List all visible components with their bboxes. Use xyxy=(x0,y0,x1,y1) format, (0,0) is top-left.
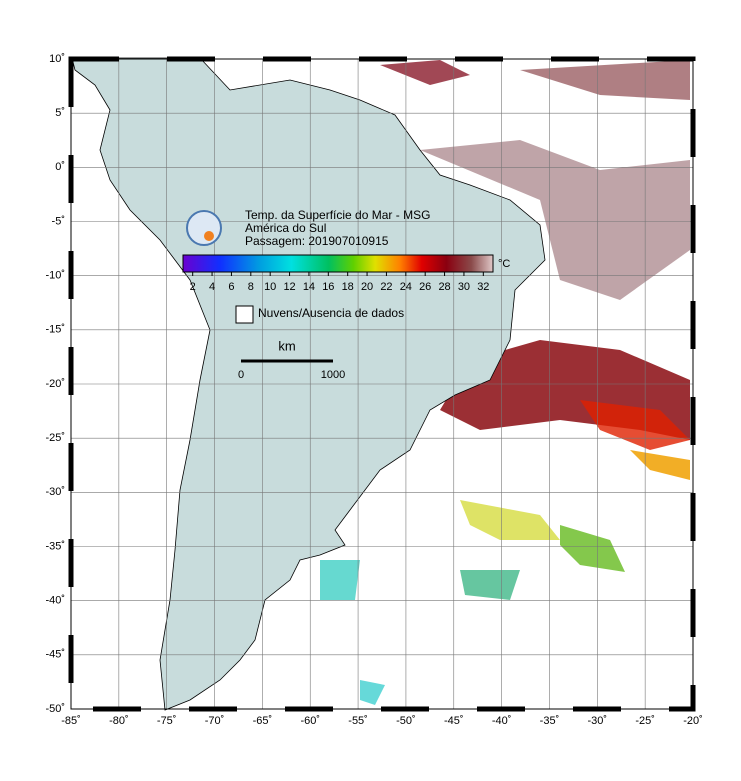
y-tick-label: 5˚ xyxy=(55,107,65,119)
x-tick-label: -45˚ xyxy=(444,715,464,727)
colorbar-tick-label: 4 xyxy=(209,281,215,293)
colorbar-unit: °C xyxy=(498,258,510,270)
y-tick-label: -40˚ xyxy=(45,595,65,607)
region: América do Sul xyxy=(245,221,326,235)
colorbar-tick-label: 8 xyxy=(248,281,254,293)
scale-unit: km xyxy=(278,338,295,353)
x-tick-label: -75˚ xyxy=(157,715,177,727)
x-tick-label: -80˚ xyxy=(109,715,129,727)
pass-time: Passagem: 201907010915 xyxy=(245,234,389,248)
y-tick-label: -15˚ xyxy=(45,324,65,336)
y-tick-label: 10˚ xyxy=(49,53,65,65)
title: Temp. da Superfície do Mar - MSG xyxy=(245,208,430,222)
scale-label: 0 xyxy=(238,369,244,381)
inpe-logo xyxy=(186,210,222,246)
y-tick-label: -25˚ xyxy=(45,432,65,444)
colorbar-tick-label: 12 xyxy=(283,281,295,293)
colorbar-tick-label: 14 xyxy=(303,281,315,293)
y-tick-label: -30˚ xyxy=(45,486,65,498)
colorbar-tick-label: 20 xyxy=(361,281,373,293)
y-tick-label: -10˚ xyxy=(45,270,65,282)
x-tick-label: -40˚ xyxy=(492,715,512,727)
frame-ticks xyxy=(68,56,696,712)
x-tick-label: -50˚ xyxy=(396,715,416,727)
x-tick-label: -25˚ xyxy=(635,715,655,727)
colorbar-tick-label: 24 xyxy=(400,281,412,293)
sst-patches xyxy=(320,60,690,705)
colorbar-tick-label: 18 xyxy=(342,281,354,293)
colorbar-tick-label: 10 xyxy=(264,281,276,293)
colorbar-tick-label: 32 xyxy=(477,281,489,293)
logo-dot xyxy=(204,231,214,241)
colorbar-tick-label: 28 xyxy=(438,281,450,293)
y-tick-label: -45˚ xyxy=(45,649,65,661)
x-tick-label: -85˚ xyxy=(61,715,81,727)
colorbar-tick-label: 16 xyxy=(322,281,334,293)
scale-label: 1000 xyxy=(321,369,345,381)
y-tick-label: -35˚ xyxy=(45,540,65,552)
colorbar xyxy=(182,254,494,273)
colorbar-tick-label: 6 xyxy=(228,281,234,293)
y-tick-label: 0˚ xyxy=(55,161,65,173)
legend-text: Nuvens/Ausencia de dados xyxy=(258,306,404,320)
colorbar-tick-label: 22 xyxy=(380,281,392,293)
x-tick-label: -20˚ xyxy=(683,715,703,727)
y-tick-label: -50˚ xyxy=(45,703,65,715)
x-tick-label: -60˚ xyxy=(300,715,320,727)
y-tick-label: -20˚ xyxy=(45,378,65,390)
y-tick-label: -5˚ xyxy=(52,215,65,227)
x-tick-label: -30˚ xyxy=(588,715,608,727)
colorbar-tick-label: 30 xyxy=(458,281,470,293)
x-tick-label: -55˚ xyxy=(348,715,368,727)
x-tick-label: -35˚ xyxy=(540,715,560,727)
colorbar-tick-label: 26 xyxy=(419,281,431,293)
x-tick-label: -70˚ xyxy=(205,715,225,727)
x-tick-label: -65˚ xyxy=(253,715,273,727)
legend-swatch xyxy=(235,305,254,324)
colorbar-tick-label: 2 xyxy=(190,281,196,293)
